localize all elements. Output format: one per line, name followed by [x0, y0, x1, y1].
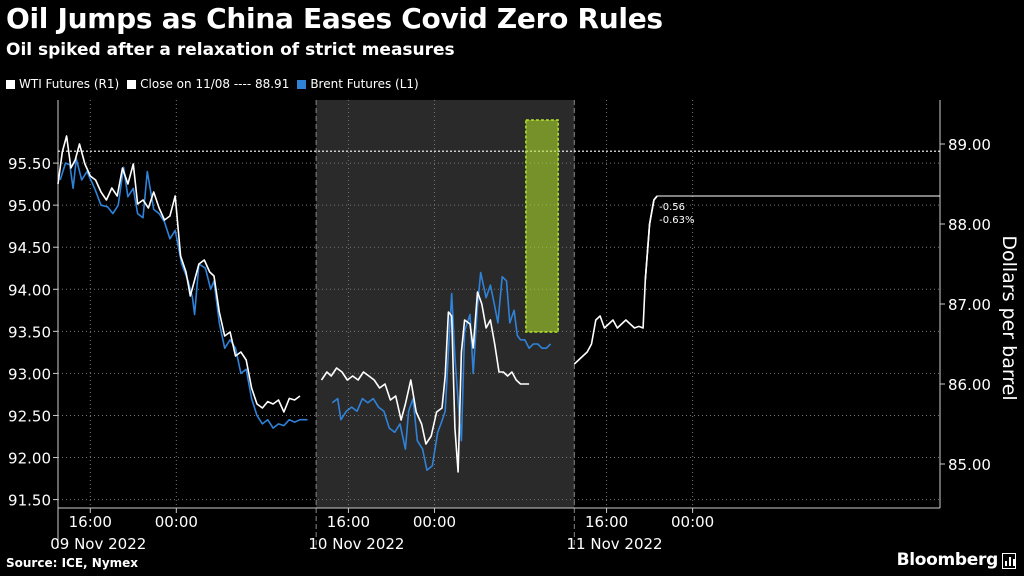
x-day-label: 09 Nov 2022 [50, 535, 146, 553]
source-note: Source: ICE, Nymex [6, 556, 139, 570]
annotation-change: -0.56 [659, 202, 685, 213]
chart-title: Oil Jumps as China Eases Covid Zero Rule… [6, 2, 663, 35]
wti-spike-line [644, 195, 658, 281]
x-tick-label: 00:00 [671, 513, 714, 531]
close-swatch-icon [127, 79, 137, 89]
brent-series-line [331, 271, 552, 471]
highlight-box [525, 119, 559, 333]
left-tick-label: 92.00 [8, 450, 51, 468]
right-tick-label: 88.00 [948, 216, 991, 234]
x-day-label: 11 Nov 2022 [567, 535, 663, 553]
chart-subtitle: Oil spiked after a relaxation of strict … [6, 40, 455, 60]
left-tick-label: 95.50 [8, 155, 51, 173]
x-tick-label: 00:00 [413, 513, 456, 531]
right-tick-label: 89.00 [948, 136, 991, 154]
left-tick-label: 94.50 [8, 239, 51, 257]
right-tick-label: 85.00 [948, 456, 991, 474]
right-tick-label: 87.00 [948, 296, 991, 314]
wti-swatch-icon [6, 79, 15, 89]
left-tick-label: 93.50 [8, 323, 51, 341]
bloomberg-bars-icon [1002, 553, 1016, 569]
brand-logo: Bloomberg [896, 550, 999, 570]
legend-wti-label: WTI Futures (R1) [19, 77, 120, 91]
right-axis-title: Dollars per barrel [998, 235, 1020, 400]
x-day-label: 10 Nov 2022 [308, 535, 404, 553]
left-tick-label: 94.00 [8, 281, 51, 299]
left-tick-label: 93.00 [8, 365, 51, 383]
legend-brent-label: Brent Futures (L1) [310, 77, 419, 91]
x-tick-label: 16:00 [69, 513, 112, 531]
left-tick-label: 95.00 [8, 197, 51, 215]
right-tick-label: 86.00 [948, 376, 991, 394]
wti-series-line [573, 195, 658, 365]
legend-close: Close on 11/08 ---- 88.91 [127, 77, 289, 91]
legend-wti: WTI Futures (R1) [6, 77, 119, 91]
legend: WTI Futures (R1) Close on 11/08 ---- 88.… [6, 77, 419, 91]
legend-close-label: Close on 11/08 ---- 88.91 [140, 77, 290, 91]
wti-series-line [57, 135, 301, 413]
annotation-change-pct: -0.63% [659, 215, 694, 226]
x-tick-label: 00:00 [155, 513, 198, 531]
brent-series-line [59, 158, 308, 429]
wti-series-line [320, 291, 530, 473]
left-tick-label: 92.50 [8, 407, 51, 425]
left-tick-label: 91.50 [8, 492, 51, 510]
legend-brent: Brent Futures (L1) [297, 77, 419, 91]
x-tick-label: 16:00 [585, 513, 628, 531]
brent-swatch-icon [297, 79, 307, 89]
x-tick-label: 16:00 [327, 513, 370, 531]
